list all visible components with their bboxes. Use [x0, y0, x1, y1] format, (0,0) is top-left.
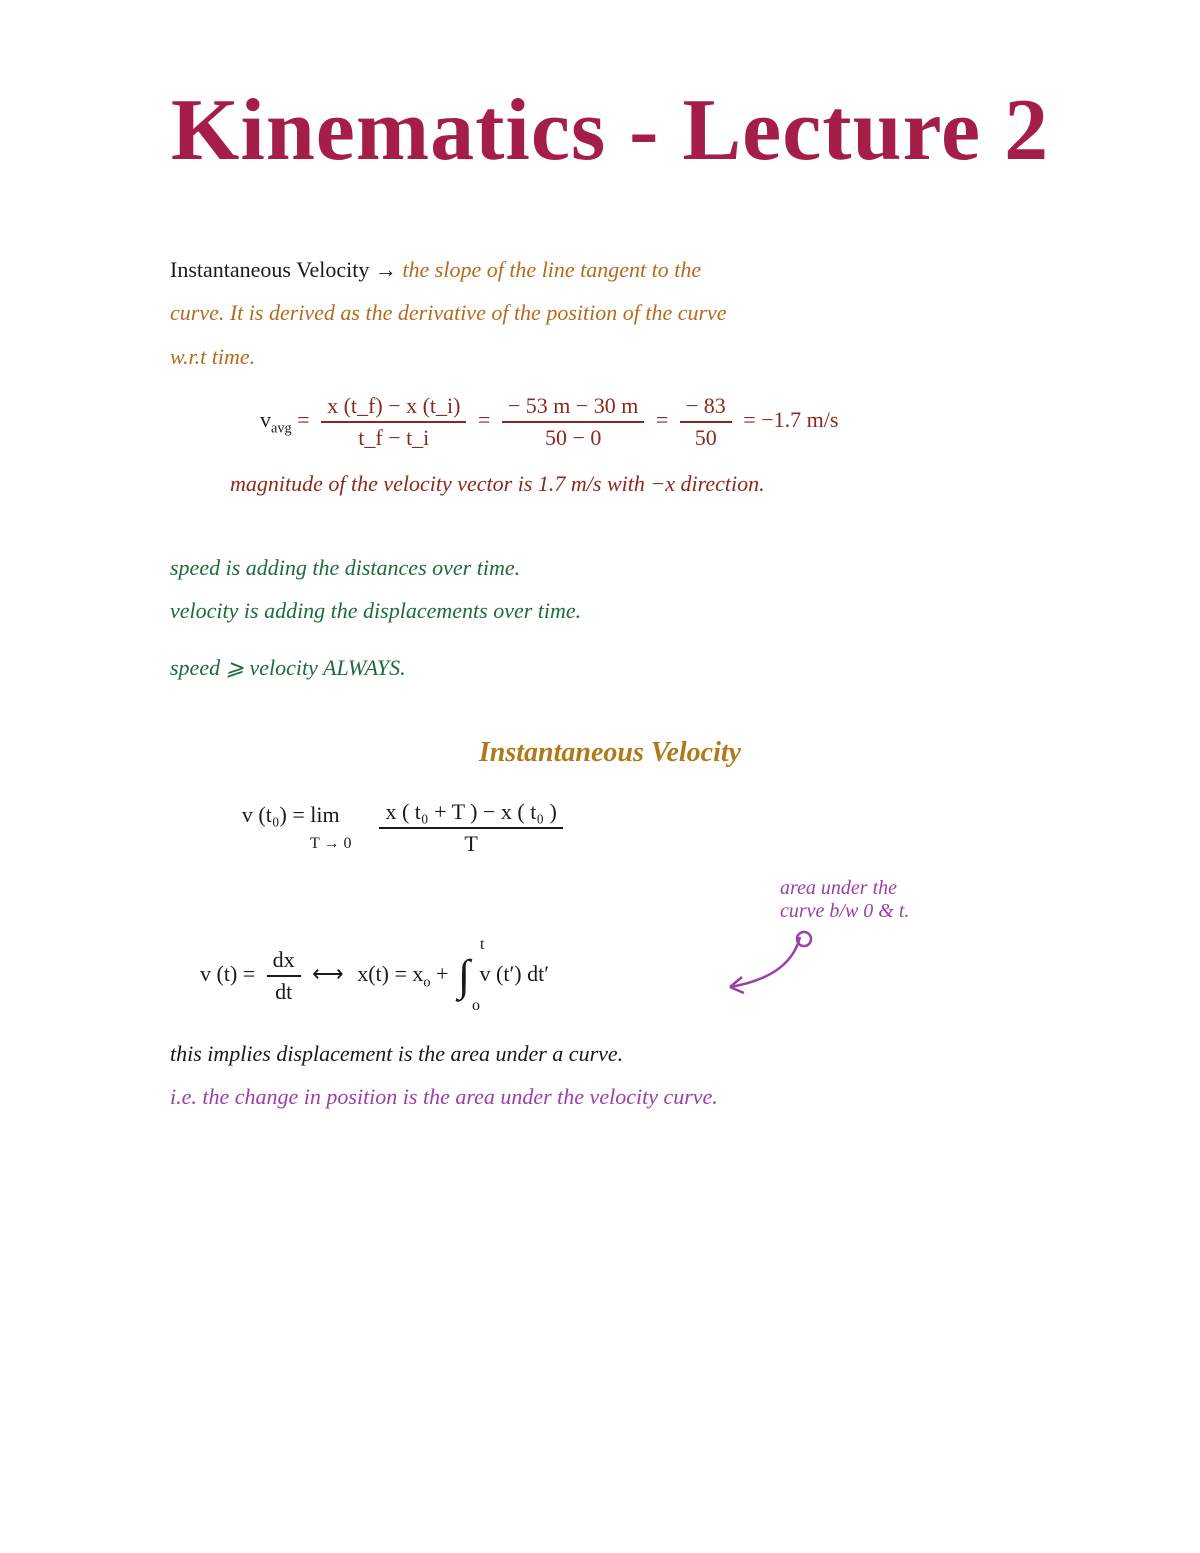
anno-l1: area under the	[780, 877, 897, 899]
lim-frac: x ( t₀ + T ) − x ( t₀ ) T	[379, 799, 562, 857]
intro-line-1: Instantaneous Velocity → the slope of th…	[170, 251, 1050, 288]
biarrow: ⟷	[312, 961, 357, 986]
eq-sign: =	[297, 407, 315, 432]
limit-equation: v (t₀) = lim T → 0 x ( t₀ + T ) − x ( t₀…	[230, 799, 1050, 857]
den: T	[379, 829, 562, 857]
num: dx	[267, 947, 301, 977]
speed-line-1: speed is adding the distances over time.	[170, 549, 1050, 586]
dxdt-frac: dx dt	[267, 947, 301, 1005]
conclusion-2: i.e. the change in position is the area …	[170, 1078, 1050, 1115]
int-lower: o	[472, 997, 480, 1015]
anno-l2: curve b/w 0 & t.	[780, 900, 909, 922]
eq-sign: =	[656, 407, 674, 432]
speed-velocity-block: speed is adding the distances over time.…	[170, 549, 1050, 687]
vavg-equation: vavg = x (t_f) − x (t_i) t_f − t_i = − 5…	[260, 393, 1050, 451]
lim-lhs: v (t₀) = lim	[242, 802, 340, 827]
speed-line-2: velocity is adding the displacements ove…	[170, 592, 1050, 629]
conclusion-1: this implies displacement is the area un…	[170, 1035, 1050, 1072]
den: 50	[680, 423, 732, 451]
den: t_f − t_i	[321, 423, 466, 451]
result: −1.7 m/s	[761, 407, 838, 432]
num: − 83	[680, 393, 732, 423]
lecture-notes-page: Kinematics - Lecture 2 Instantaneous Vel…	[0, 0, 1200, 1553]
lim-sub: T → 0	[310, 835, 351, 852]
den: 50 − 0	[502, 423, 645, 451]
magnitude-line: magnitude of the velocity vector is 1.7 …	[230, 465, 1050, 502]
int-upper: t	[480, 936, 484, 954]
int-lhs: v (t) =	[200, 961, 261, 986]
plus: +	[436, 961, 454, 986]
term: Instantaneous Velocity →	[170, 257, 397, 282]
int-rhs1: x(t) = xo	[357, 961, 430, 986]
frac-2: − 53 m − 30 m 50 − 0	[502, 393, 645, 451]
frac-1: x (t_f) − x (t_i) t_f − t_i	[321, 393, 466, 451]
area-annotation: area under the curve b/w 0 & t.	[780, 877, 1010, 923]
integral-equation: area under the curve b/w 0 & t. v (t) = …	[200, 947, 1050, 1005]
num: x (t_f) − x (t_i)	[321, 393, 466, 423]
num: x ( t₀ + T ) − x ( t₀ )	[379, 799, 562, 829]
speed-line-3: speed ⩾ velocity ALWAYS.	[170, 649, 1050, 686]
integrand: v (t′) dt′	[480, 961, 550, 986]
section-title: Instantaneous Velocity	[170, 737, 1050, 769]
num: − 53 m − 30 m	[502, 393, 645, 423]
integral-sign: ∫ t o	[458, 950, 470, 1001]
def-part-1: the slope of the line tangent to the	[402, 257, 701, 282]
eq-sign: =	[743, 407, 761, 432]
intro-line-2: curve. It is derived as the derivative o…	[170, 294, 1050, 331]
den: dt	[267, 977, 301, 1005]
intro-line-3: w.r.t time.	[170, 338, 1050, 375]
annotation-arrow-icon	[700, 927, 820, 1007]
page-title: Kinematics - Lecture 2	[170, 80, 1050, 181]
eq-sign: =	[478, 407, 496, 432]
vavg-lhs: vavg	[260, 407, 292, 432]
frac-3: − 83 50	[680, 393, 732, 451]
